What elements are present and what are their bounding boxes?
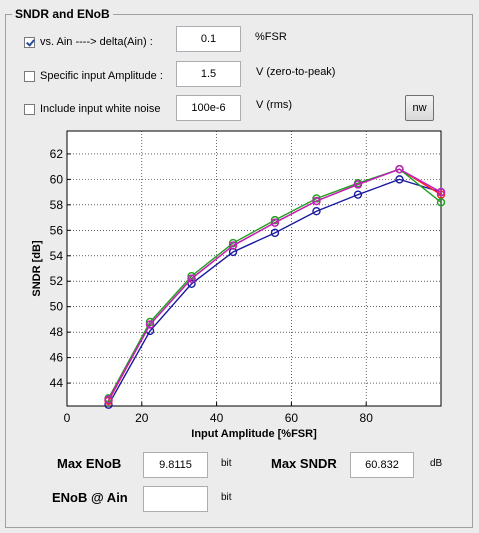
max-enob-label: Max ENoB	[57, 456, 122, 471]
y-tick-label: 58	[50, 198, 64, 212]
specific-amp-input[interactable]: 1.5	[176, 61, 241, 87]
data-point-series-4	[104, 395, 113, 404]
enob-ain-value[interactable]	[143, 486, 208, 512]
data-point-series-3	[436, 198, 446, 207]
x-tick-label: 0	[64, 411, 71, 425]
max-sndr-value[interactable]: 60.832	[350, 452, 414, 478]
y-tick-label: 50	[50, 300, 64, 314]
specific-amp-checkbox[interactable]	[24, 70, 35, 82]
data-point-series-1	[353, 190, 363, 199]
white-noise-unit: V (rms)	[256, 99, 293, 111]
white-noise-label: Include input white noise	[40, 103, 161, 115]
y-tick-label: 46	[50, 351, 64, 365]
data-point-series-4	[187, 274, 196, 283]
vs-ain-checkbox[interactable]	[24, 36, 35, 48]
data-point-series-4	[270, 218, 280, 227]
data-point-series-4	[145, 320, 155, 329]
data-point-series-1	[395, 175, 404, 184]
y-tick-label: 44	[50, 376, 64, 390]
white-noise-option[interactable]: Include input white noise	[24, 101, 160, 117]
nw-button[interactable]: nw	[405, 95, 434, 121]
specific-amp-option[interactable]: Specific input Amplitude :	[24, 68, 163, 84]
y-tick-label: 48	[50, 325, 64, 339]
max-sndr-label: Max SNDR	[271, 456, 337, 471]
y-axis-label: SNDR [dB]	[31, 240, 43, 297]
x-tick-label: 40	[210, 411, 224, 425]
enob-ain-label: ENoB @ Ain	[52, 490, 128, 505]
specific-amp-unit: V (zero-to-peak)	[256, 66, 336, 78]
white-noise-checkbox[interactable]	[24, 103, 35, 115]
x-tick-label: 80	[360, 411, 374, 425]
white-noise-input[interactable]: 100e-6	[176, 95, 241, 121]
max-enob-unit: bit	[221, 458, 232, 469]
data-point-series-1	[270, 228, 280, 238]
data-point-series-4	[436, 187, 446, 197]
plot-area	[67, 131, 441, 406]
delta-ain-input[interactable]: 0.1	[176, 26, 241, 52]
plot-frame	[66, 130, 442, 407]
data-point-series-4	[353, 180, 363, 189]
series-line-series-4	[107, 168, 442, 400]
data-point-series-3	[312, 194, 321, 203]
sndr-enob-panel	[5, 14, 473, 528]
specific-amp-label: Specific input Amplitude :	[40, 70, 163, 82]
y-tick-label: 60	[50, 172, 64, 186]
max-sndr-unit: dB	[430, 458, 443, 469]
y-tick-label: 56	[50, 223, 64, 237]
enob-ain-unit: bit	[221, 492, 232, 503]
x-tick-label: 60	[285, 411, 299, 425]
data-point-series-4	[395, 164, 404, 174]
vs-ain-label: vs. Ain ----> delta(Ain) :	[40, 36, 153, 48]
x-axis-label: Input Amplitude [%FSR]	[191, 428, 317, 440]
data-point-series-4	[228, 241, 238, 250]
delta-ain-unit: %FSR	[255, 31, 287, 43]
vs-ain-option[interactable]: vs. Ain ----> delta(Ain) :	[24, 34, 153, 50]
data-point-series-4	[312, 196, 321, 206]
data-point-series-1	[312, 207, 321, 216]
y-tick-label: 52	[50, 274, 64, 288]
series-line-series-1	[107, 178, 442, 406]
panel-title: SNDR and ENoB	[12, 7, 113, 21]
y-tick-label: 54	[50, 249, 64, 263]
y-tick-label: 62	[50, 147, 64, 161]
x-tick-label: 20	[135, 411, 149, 425]
max-enob-value[interactable]: 9.8115	[143, 452, 208, 478]
